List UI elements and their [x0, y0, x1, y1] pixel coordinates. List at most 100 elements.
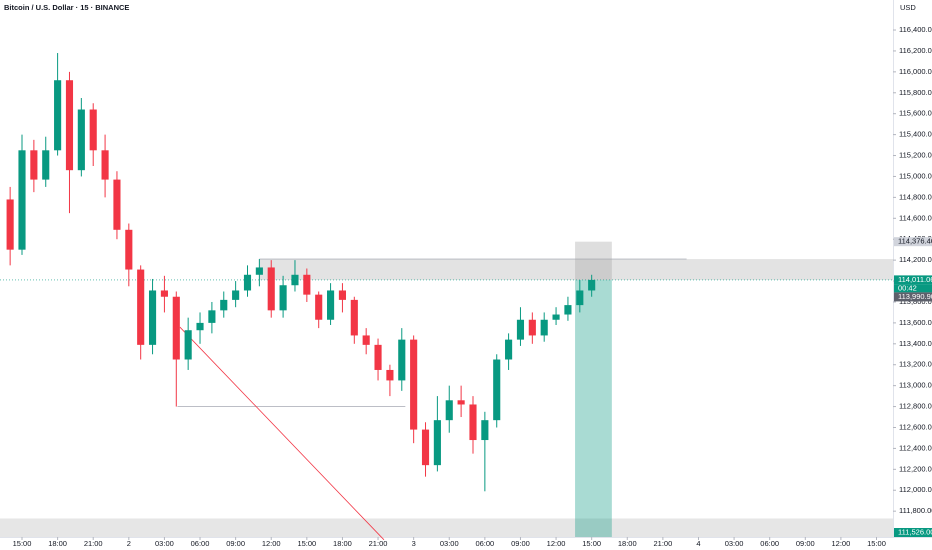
- candle-body: [243, 274, 252, 291]
- x-tick-label: 12:00: [832, 539, 851, 548]
- mark-price-bg: [894, 292, 932, 302]
- y-tick-label: 115,200.00: [899, 151, 932, 160]
- stop-box: [575, 241, 612, 281]
- candle-body: [255, 267, 263, 275]
- candle-body: [18, 150, 26, 250]
- candle-body: [267, 267, 275, 311]
- mark-price-label: 113,990.90: [898, 292, 932, 301]
- candle-body: [410, 339, 418, 430]
- candle-body: [232, 290, 240, 300]
- y-tick-label: 112,400.00: [899, 443, 932, 452]
- candle-body: [6, 199, 14, 250]
- candle-body: [42, 150, 50, 180]
- candle-body: [540, 319, 548, 336]
- y-tick-label: 115,800.00: [899, 88, 932, 97]
- x-tick-label: 21:00: [653, 539, 672, 548]
- candle-body: [552, 314, 560, 320]
- y-tick-label: 112,200.00: [899, 464, 932, 473]
- candle-body: [386, 369, 394, 381]
- candle-body: [433, 420, 441, 466]
- x-tick-label: 15:00: [867, 539, 886, 548]
- countdown-bg: [894, 284, 932, 293]
- candle-body: [220, 299, 228, 311]
- x-tick-label: 06:00: [760, 539, 779, 548]
- trend-line: [179, 326, 385, 541]
- countdown: 00:42: [898, 283, 917, 292]
- candle-body: [291, 274, 299, 286]
- y-tick-label: 115,600.00: [899, 109, 932, 118]
- candle-body: [362, 335, 370, 345]
- x-tick-label: 03:00: [440, 539, 459, 548]
- candle-body: [160, 290, 168, 297]
- candle-body: [516, 319, 525, 340]
- candle-body: [303, 274, 311, 295]
- candle-body: [469, 404, 477, 441]
- target-box: [575, 280, 612, 537]
- bottom-zone: [0, 518, 893, 537]
- candle-body: [89, 109, 97, 151]
- x-tick-label: 06:00: [191, 539, 210, 548]
- candle-body: [172, 296, 180, 360]
- candle-body: [101, 150, 109, 180]
- candle-body: [505, 339, 513, 360]
- y-tick-label: 115,400.00: [899, 130, 932, 139]
- y-tick-label: 113,600.00: [899, 318, 932, 327]
- candle-body: [30, 150, 38, 180]
- candle-body: [588, 279, 596, 291]
- candle-body: [184, 330, 192, 360]
- candle-body: [148, 290, 157, 345]
- target-label: 111,526.00: [898, 527, 932, 536]
- y-tick-label: 116,400.00: [899, 25, 932, 34]
- candle-body: [481, 420, 489, 441]
- candle-body: [54, 80, 62, 151]
- candle-body: [576, 290, 584, 306]
- y-tick-label: 112,800.00: [899, 402, 932, 411]
- candle-body: [196, 322, 204, 331]
- y-tick-label: 116,000.00: [899, 67, 932, 76]
- y-tick-label: 112,600.00: [899, 422, 932, 431]
- candle-body: [338, 290, 347, 300]
- candle-body: [137, 269, 145, 345]
- candle-body: [279, 285, 287, 311]
- x-tick-label: 09:00: [226, 539, 245, 548]
- candle-body: [457, 400, 465, 405]
- x-tick-label: 03:00: [155, 539, 174, 548]
- y-tick-label: 113,800.00: [899, 297, 932, 306]
- y-tick-label: 113,200.00: [899, 360, 932, 369]
- stop-label: 114,376.46: [898, 237, 932, 246]
- x-tick-label: 4: [696, 539, 700, 548]
- y-tick-label: 113,400.00: [899, 339, 932, 348]
- x-tick-label: 06:00: [475, 539, 494, 548]
- x-tick-label: 09:00: [511, 539, 530, 548]
- y-tick-label: 114,600.00: [899, 213, 932, 222]
- last-price-label: 114,011.06: [898, 275, 932, 284]
- y-tick-label: 115,000.00: [899, 171, 932, 180]
- candle-body: [77, 109, 85, 171]
- resistance-zone: [259, 259, 893, 281]
- x-tick-label: 12:00: [262, 539, 281, 548]
- stop-label-bg: [894, 237, 932, 247]
- target-label-bg: [894, 528, 932, 537]
- y-tick-label: 114,200.00: [899, 255, 932, 264]
- candle-body: [315, 294, 323, 320]
- candle-body: [421, 429, 430, 466]
- candle-body: [445, 400, 453, 421]
- x-tick-label: 18:00: [618, 539, 637, 548]
- x-tick-label: 2: [127, 539, 131, 548]
- candle-body: [398, 339, 406, 381]
- candle-body: [374, 344, 382, 370]
- x-tick-label: 09:00: [796, 539, 815, 548]
- currency: USD: [900, 3, 916, 12]
- x-tick-label: 15:00: [582, 539, 601, 548]
- x-tick-label: 21:00: [84, 539, 103, 548]
- x-tick-label: 03:00: [725, 539, 744, 548]
- candle-body: [327, 290, 335, 320]
- candle-body: [208, 310, 216, 323]
- x-tick-label: 12:00: [547, 539, 566, 548]
- x-tick-label: 3: [412, 539, 416, 548]
- x-tick-label: 15:00: [13, 539, 32, 548]
- candle-body: [113, 179, 121, 230]
- last-price-label-bg: [894, 275, 932, 285]
- x-tick-label: 15:00: [297, 539, 316, 548]
